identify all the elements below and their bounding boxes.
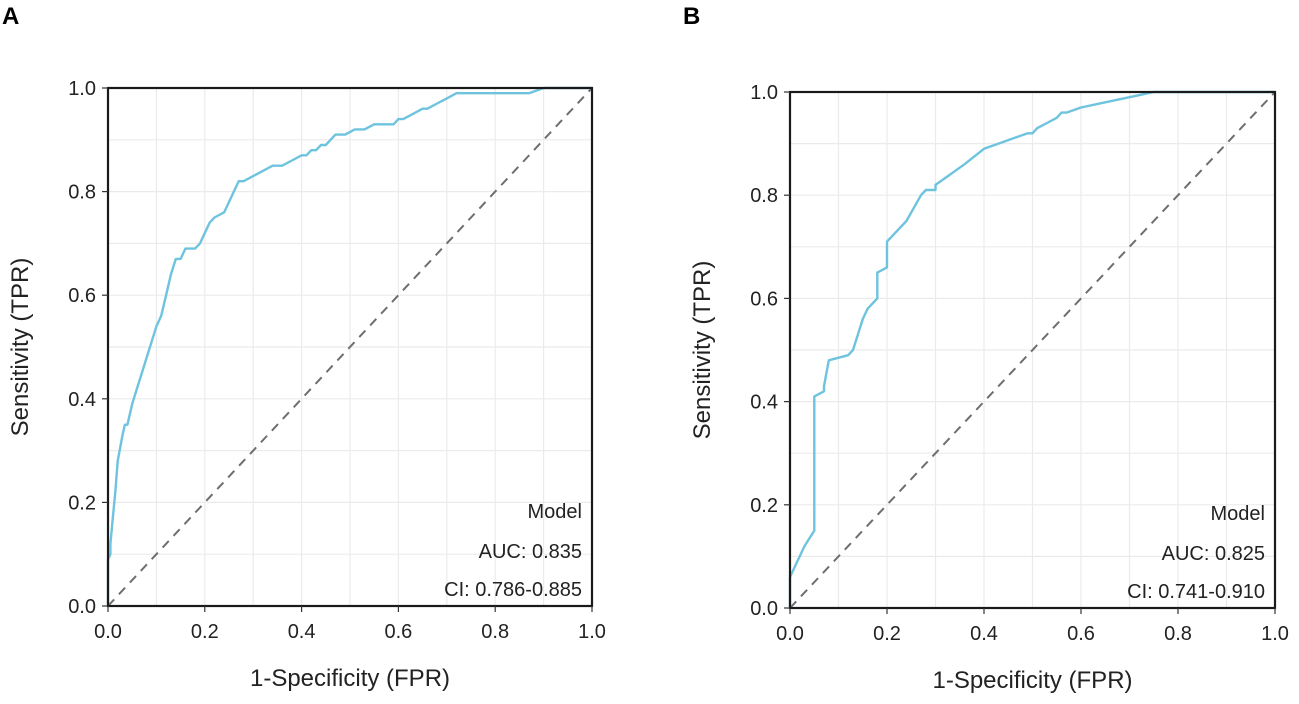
x-tick-label: 0.4 bbox=[288, 621, 316, 643]
y-tick-label: 0.4 bbox=[750, 392, 778, 414]
plot-frame bbox=[106, 86, 594, 608]
legend-title: Model bbox=[528, 501, 582, 523]
panel-letter: A bbox=[2, 3, 19, 30]
y-tick-label: 0.6 bbox=[68, 285, 96, 307]
y-tick-label: 0.8 bbox=[68, 182, 96, 204]
legend-title: Model bbox=[1211, 503, 1265, 525]
x-axis: 0.0 0.2 0.4 0.6 0.8 1.0 bbox=[94, 606, 606, 643]
x-axis: 0.0 0.2 0.4 0.6 0.8 1.0 bbox=[776, 608, 1289, 645]
panel-b: B 0.0 0.2 0.4 0.6 0.8 1.0 0.00.20.40.60.81.0 … bbox=[683, 3, 1289, 694]
reference-diagonal bbox=[107, 87, 593, 607]
x-tick-label: 0.2 bbox=[191, 621, 219, 643]
y-tick-label: 0.0 bbox=[68, 596, 96, 618]
y-tick-label: 1.0 bbox=[750, 82, 778, 104]
x-tick-label: 0.8 bbox=[1164, 623, 1192, 645]
y-tick-label: 0.0 bbox=[750, 598, 778, 620]
y-tick-label: 0.2 bbox=[68, 492, 96, 514]
y-axis: 0.0 0.2 0.4 0.6 0.8 1.0 bbox=[750, 82, 790, 620]
panel-a: A 0.0 0.2 0.4 0.6 0.8 1.0 0.00.20.40.60.81.0 … bbox=[2, 3, 606, 692]
x-tick-label: 0.4 bbox=[970, 623, 998, 645]
y-axis: 0.0 0.2 0.4 0.6 0.8 1.0 bbox=[68, 78, 108, 618]
y-axis-title: Sensitivity (TPR) bbox=[7, 258, 34, 437]
x-tick-label: 0.0 bbox=[94, 621, 122, 643]
plot-frame bbox=[788, 90, 1277, 610]
x-tick-label: 0.8 bbox=[481, 621, 509, 643]
y-tick-label: 0.4 bbox=[68, 389, 96, 411]
x-tick-label: 0.6 bbox=[384, 621, 412, 643]
x-tick-label: 1.0 bbox=[578, 621, 606, 643]
legend-ci: CI: 0.786-0.885 bbox=[444, 579, 582, 601]
x-tick-label: 0.2 bbox=[873, 623, 901, 645]
roc-curve bbox=[106, 86, 592, 606]
x-tick-label: 0.0 bbox=[776, 623, 804, 645]
legend-auc: AUC: 0.825 bbox=[1162, 543, 1265, 565]
x-axis-title: 1-Specificity (FPR) bbox=[250, 665, 450, 692]
x-tick-label: 1.0 bbox=[1261, 623, 1289, 645]
y-tick-label: 0.2 bbox=[750, 495, 778, 517]
x-tick-label: 0.6 bbox=[1067, 623, 1095, 645]
y-axis-title: Sensitivity (TPR) bbox=[689, 261, 716, 440]
panel-letter: B bbox=[683, 3, 700, 30]
y-tick-label: 1.0 bbox=[68, 78, 96, 100]
legend-ci: CI: 0.741-0.910 bbox=[1127, 581, 1265, 603]
legend-auc: AUC: 0.835 bbox=[479, 541, 582, 563]
reference-diagonal bbox=[789, 91, 1276, 609]
roc-curve bbox=[788, 90, 1275, 608]
y-tick-label: 0.6 bbox=[750, 288, 778, 310]
x-axis-title: 1-Specificity (FPR) bbox=[932, 667, 1132, 694]
y-tick-label: 0.8 bbox=[750, 185, 778, 207]
